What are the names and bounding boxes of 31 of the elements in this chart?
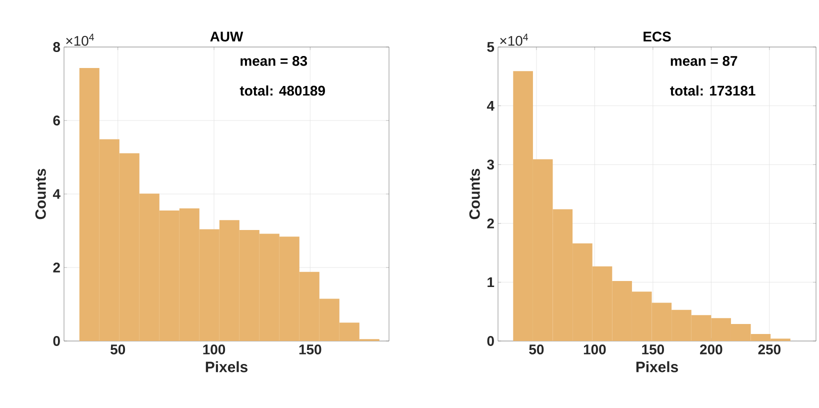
y-tick-label: 0 — [487, 336, 494, 346]
x-tick-label: 150 — [299, 344, 322, 354]
y-tick-label: 1 — [488, 277, 494, 287]
x-axis-title: Pixels — [636, 361, 678, 372]
x-tick-label: 200 — [700, 344, 722, 354]
chart-title: ECS — [644, 32, 671, 42]
x-tick-label: 150 — [642, 344, 664, 354]
y-tick-label: 4 — [486, 101, 494, 111]
annotation: mean = 83 — [240, 56, 308, 66]
x-tick-label: 50 — [529, 344, 544, 354]
y-tick-label: 8 — [53, 42, 60, 52]
y-tick-label: 6 — [53, 116, 60, 126]
annotation: mean = 87 — [670, 56, 738, 66]
x-tick-label: 250 — [758, 344, 780, 354]
text: ×10$^{4}$ — [66, 34, 94, 46]
y-axis-title: Counts — [469, 168, 480, 220]
y-tick-label: 3 — [487, 160, 494, 170]
y-axis-title: Counts — [35, 168, 46, 220]
x-tick-label: 100 — [584, 344, 606, 354]
annotation: total: 480189 — [240, 85, 325, 96]
text: ×10$^{4}$ — [500, 34, 528, 46]
x-tick-label: 50 — [110, 344, 126, 354]
y-tick-label: 0 — [53, 336, 60, 346]
y-tick-label: 2 — [487, 218, 494, 228]
x-tick-label: 100 — [203, 344, 226, 354]
y-tick-label: 5 — [487, 42, 494, 52]
y-tick-label: 2 — [53, 262, 60, 272]
chart-title: AUW — [210, 32, 244, 42]
y-tick-label: 4 — [52, 189, 60, 199]
annotation: total: 173181 — [670, 85, 756, 96]
x-axis-title: Pixels — [206, 361, 248, 372]
